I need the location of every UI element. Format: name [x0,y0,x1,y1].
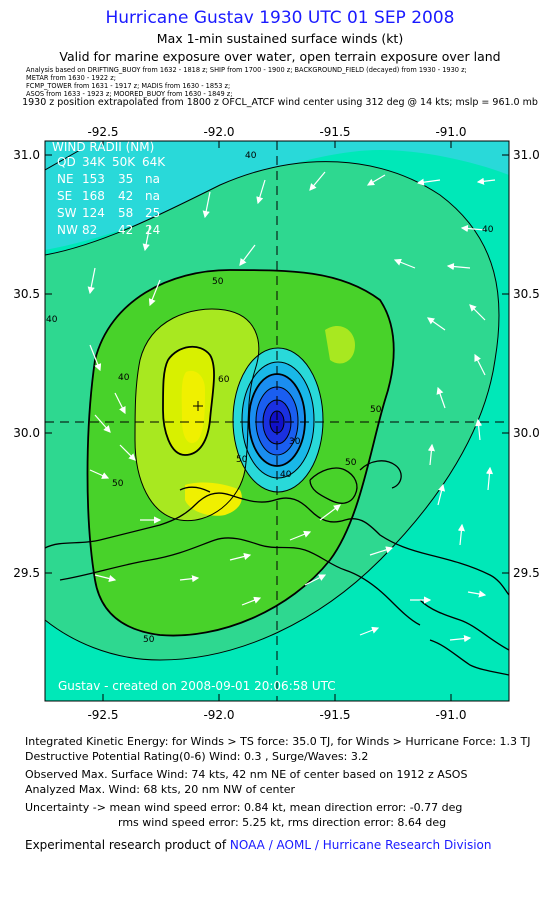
svg-text:42: 42 [118,223,133,237]
svg-text:24: 24 [145,223,160,237]
svg-text:na: na [145,189,160,203]
observed-wind-line: Observed Max. Surface Wind: 74 kts, 42 n… [25,768,468,781]
svg-text:58: 58 [118,206,133,220]
svg-text:153: 153 [82,172,105,186]
product-credit: Experimental research product of NOAA / … [25,838,491,852]
plot-frame [44,140,510,702]
band-below-40 [45,141,509,250]
lon-tick-label-bottom: -92.0 [203,708,234,722]
lon-tick-label-top: -92.0 [203,125,234,139]
svg-text:64K: 64K [142,155,166,169]
svg-text:40: 40 [280,470,292,480]
source-line-3: FCMP_TOWER from 1631 - 1917 z; MADIS fro… [26,82,231,90]
coastal-max-area [185,482,242,516]
contour-labels: 40 40 40 50 50 50 50 60 50 30 40 50 40 [46,151,494,645]
max-wind-marker [193,401,203,411]
lon-tick-label-bottom: -92.5 [87,708,118,722]
lat-tick-label-left: 29.5 [13,566,40,580]
svg-text:35: 35 [118,172,133,186]
wind-vectors [87,171,496,643]
svg-text:40: 40 [482,225,494,235]
lon-tick-label-top: -92.5 [87,125,118,139]
svg-text:42: 42 [118,189,133,203]
contour-lines [45,149,500,661]
svg-text:QD: QD [57,155,76,169]
band-65-kt [181,370,205,444]
extrapolation-note: 1930 z position extrapolated from 1800 z… [22,97,538,108]
svg-text:SW: SW [57,206,77,220]
wind-radii-table: WIND RADII (NM) QD 34K 50K 64K NE 153 35… [52,140,166,237]
ne-bulge [325,325,355,364]
svg-text:25: 25 [145,206,160,220]
lon-tick-label-top: -91.0 [435,125,466,139]
map-credit: Gustav - created on 2008-09-01 20:06:58 … [58,679,336,693]
svg-text:na: na [145,172,160,186]
svg-text:50: 50 [112,479,124,489]
lat-tick-label-right: 30.0 [513,426,540,440]
wind-radii-title: WIND RADII (NM) [52,140,154,154]
lat-tick-label-right: 29.5 [513,566,540,580]
svg-text:50: 50 [345,458,357,468]
dpr-line: Destructive Potential Rating(0-6) Wind: … [25,750,369,763]
source-line-1: Analysis based on DRIFTING_BUOY from 163… [26,66,467,74]
analyzed-wind-line: Analyzed Max. Wind: 68 kts, 20 nm NW of … [25,783,296,796]
product-credit-prefix: Experimental research product of [25,838,230,852]
subtitle-line-1: Max 1-min sustained surface winds (kt) [156,31,404,46]
hrd-link[interactable]: NOAA / AOML / Hurricane Research Divisio… [229,838,492,852]
svg-text:50: 50 [143,635,155,645]
axis-ticks [45,141,509,701]
svg-text:40: 40 [46,315,58,325]
uncertainty-line-1: Uncertainty -> mean wind speed error: 0.… [25,801,463,814]
svg-text:50K: 50K [112,155,136,169]
svg-text:NW: NW [57,223,78,237]
svg-text:50: 50 [212,277,224,287]
lat-tick-label-left: 31.0 [13,148,40,162]
page-title: Hurricane Gustav 1930 UTC 01 SEP 2008 [105,8,455,28]
center-crosshair [45,141,509,701]
svg-text:50: 50 [370,405,382,415]
svg-text:NE: NE [57,172,74,186]
subtitle-line-2: Valid for marine exposure over water, op… [59,49,501,64]
coastline [45,460,509,676]
lat-tick-label-left: 30.0 [13,426,40,440]
lon-tick-label-bottom: -91.5 [319,708,350,722]
lat-tick-label-right: 31.0 [513,148,540,162]
svg-text:SE: SE [57,189,72,203]
uncertainty-line-2: rms wind speed error: 5.25 kt, rms direc… [118,816,447,829]
map-plot-area [45,141,509,701]
lon-tick-label-bottom: -91.0 [435,708,466,722]
svg-text:34K: 34K [82,155,106,169]
svg-text:168: 168 [82,189,105,203]
svg-text:40: 40 [118,373,130,383]
lat-tick-label-right: 30.5 [513,287,540,301]
source-line-4: ASOS from 1633 - 1923 z; MOORED_BUOY fro… [26,90,233,98]
svg-text:82: 82 [82,223,97,237]
svg-text:40: 40 [245,151,257,161]
lat-tick-label-left: 30.5 [13,287,40,301]
svg-text:30: 30 [289,437,301,447]
source-line-2: METAR from 1630 - 1922 z; [26,74,116,82]
svg-text:60: 60 [218,375,230,385]
svg-text:50: 50 [236,455,248,465]
svg-text:124: 124 [82,206,105,220]
ike-line: Integrated Kinetic Energy: for Winds > T… [25,735,531,748]
lon-tick-label-top: -91.5 [319,125,350,139]
